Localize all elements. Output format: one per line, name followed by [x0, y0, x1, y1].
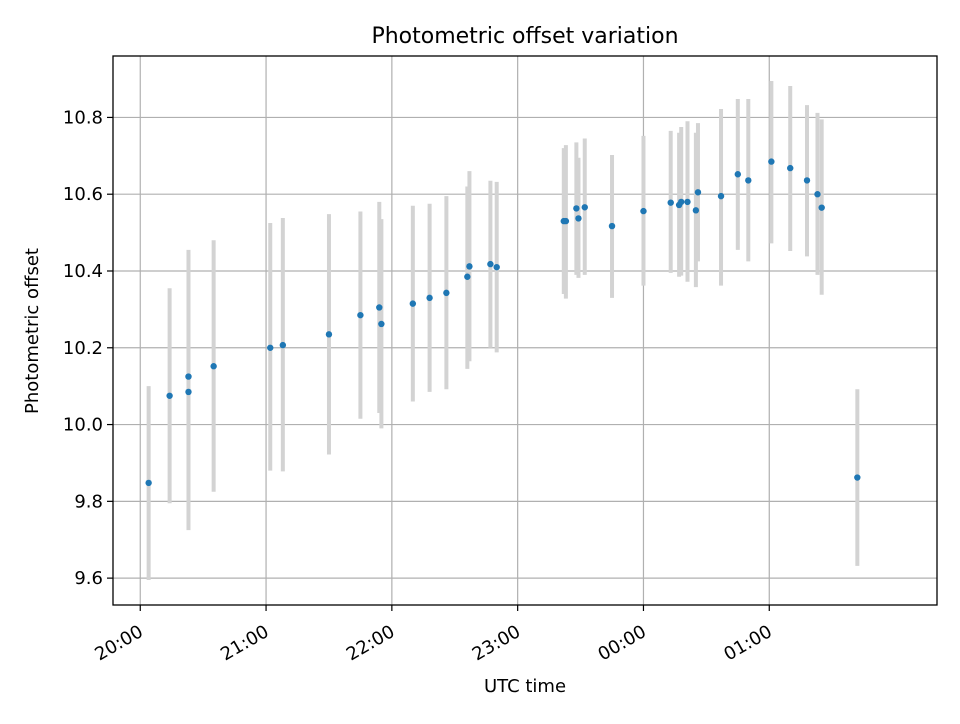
data-point — [573, 205, 580, 212]
y-tick-label: 10.6 — [63, 184, 103, 205]
chart-title: Photometric offset variation — [371, 24, 678, 49]
data-point — [409, 300, 417, 307]
data-point — [493, 263, 500, 271]
x-axis-ticks: 20:00 21:00 22:00 23:00 00:00 01:00 — [91, 605, 776, 665]
x-tick-label: 00:00 — [595, 621, 650, 665]
data-point — [562, 217, 570, 225]
y-axis-label: Photometric offset — [22, 248, 43, 414]
data-point — [684, 198, 691, 206]
data-point — [667, 199, 674, 206]
data-point — [279, 341, 287, 349]
data-point — [166, 392, 173, 399]
grid-layer — [113, 56, 937, 605]
data-point — [464, 273, 471, 280]
y-tick-label: 10.4 — [63, 261, 103, 282]
data-point — [608, 222, 616, 230]
data-point — [267, 344, 274, 351]
y-tick-label: 10.8 — [63, 107, 103, 128]
x-axis-label: UTC time — [484, 676, 566, 697]
y-tick-label: 9.6 — [74, 568, 103, 589]
data-point — [694, 189, 702, 196]
data-point — [745, 177, 752, 184]
x-tick-label: 21:00 — [217, 621, 272, 665]
data-point — [717, 192, 725, 200]
data-point — [803, 177, 811, 184]
x-tick-label: 23:00 — [469, 621, 524, 665]
data-point — [210, 363, 217, 370]
data-point — [443, 289, 450, 297]
data-point — [325, 331, 333, 338]
data-point — [581, 204, 588, 211]
data-point — [376, 304, 383, 311]
x-tick-label: 22:00 — [343, 621, 398, 665]
data-point — [692, 207, 700, 214]
point-layer — [145, 158, 861, 487]
x-tick-label: 01:00 — [720, 621, 775, 665]
data-point — [818, 204, 825, 211]
data-point — [814, 191, 821, 198]
x-tick-label: 20:00 — [91, 621, 146, 665]
data-point — [357, 311, 364, 319]
data-point — [640, 207, 647, 215]
data-point — [185, 388, 192, 396]
y-tick-label: 10.0 — [63, 415, 103, 436]
data-point — [734, 171, 742, 178]
data-point — [378, 320, 385, 328]
data-point — [426, 294, 433, 302]
data-point — [854, 474, 861, 481]
data-point — [487, 260, 494, 268]
plot-frame — [112, 55, 938, 606]
y-tick-label: 9.8 — [74, 491, 103, 512]
data-point — [787, 164, 794, 172]
data-point — [678, 198, 685, 206]
data-point — [575, 215, 582, 222]
data-point — [185, 373, 192, 380]
y-tick-label: 10.2 — [63, 338, 103, 359]
data-point — [466, 263, 473, 270]
data-point — [145, 479, 152, 487]
data-point — [768, 158, 775, 165]
errorbar-layer — [146, 80, 860, 581]
y-axis-ticks: 9.6 9.8 10.0 10.2 10.4 10.6 10.8 — [63, 107, 113, 589]
